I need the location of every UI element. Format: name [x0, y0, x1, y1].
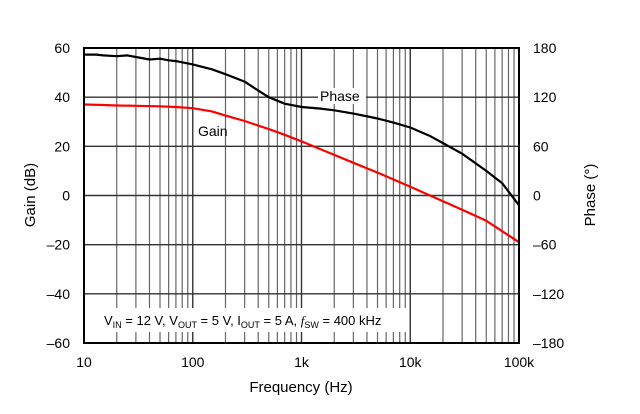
y2-tick-label: 60 — [533, 138, 549, 154]
y-tick-label: –60 — [47, 335, 71, 351]
y2-tick-label: 180 — [533, 40, 557, 56]
y-tick-label: 0 — [62, 188, 70, 204]
y2-tick-label: –60 — [533, 237, 557, 253]
vout-subscript: OUT — [178, 320, 198, 330]
y-tick-label: –20 — [47, 237, 71, 253]
gain-curve-label: Gain — [198, 123, 228, 139]
vin-subscript: IN — [113, 320, 122, 330]
phase-label-bg — [318, 88, 366, 104]
series-group — [83, 53, 520, 244]
fsw-symbol: f — [301, 313, 307, 328]
y2-tick-label: 120 — [533, 89, 557, 105]
iout-subscript: OUT — [241, 320, 261, 330]
x-tick-label: 10k — [399, 354, 423, 370]
y2-tick-label: 0 — [533, 188, 541, 204]
x-tick-label: 100 — [181, 354, 205, 370]
fsw-value: = 400 kHz — [319, 313, 382, 328]
y2-tick-label: –120 — [533, 286, 564, 302]
y2-tick-label: –180 — [533, 335, 564, 351]
y2-tick-labels: 180 120 60 0 –60 –120 –180 — [533, 40, 564, 351]
y-tick-label: –40 — [47, 286, 71, 302]
x-tick-label: 10 — [76, 354, 92, 370]
vout-symbol: V — [169, 313, 178, 328]
vin-symbol: V — [104, 313, 113, 328]
x-tick-label: 100k — [504, 354, 535, 370]
x-tick-label: 1k — [294, 354, 310, 370]
vin-value: = 12 V, — [122, 313, 170, 328]
phase-curve — [84, 53, 520, 206]
y-tick-label: 20 — [54, 138, 70, 154]
x-axis-label: Frequency (Hz) — [249, 379, 352, 396]
y-axis-label: Gain (dB) — [22, 163, 39, 227]
iout-symbol: I — [237, 313, 241, 328]
plot-frame — [83, 47, 520, 344]
iout-value: = 5 A, — [260, 313, 301, 328]
phase-curve-label: Phase — [320, 88, 360, 104]
vout-value: = 5 V, — [197, 313, 237, 328]
fsw-subscript: SW — [304, 320, 319, 330]
gain-curve — [83, 103, 520, 244]
conditions-annotation: VIN = 12 V, VOUT = 5 V, IOUT = 5 A, fSW … — [104, 313, 381, 330]
x-tick-labels: 10 100 1k 10k 100k — [76, 354, 535, 370]
y-tick-label: 60 — [54, 40, 70, 56]
y-tick-labels: 60 40 20 0 –20 –40 –60 — [47, 40, 71, 351]
y2-axis-label: Phase (°) — [582, 164, 599, 227]
y-tick-label: 40 — [54, 89, 70, 105]
conditions-box — [100, 308, 408, 332]
